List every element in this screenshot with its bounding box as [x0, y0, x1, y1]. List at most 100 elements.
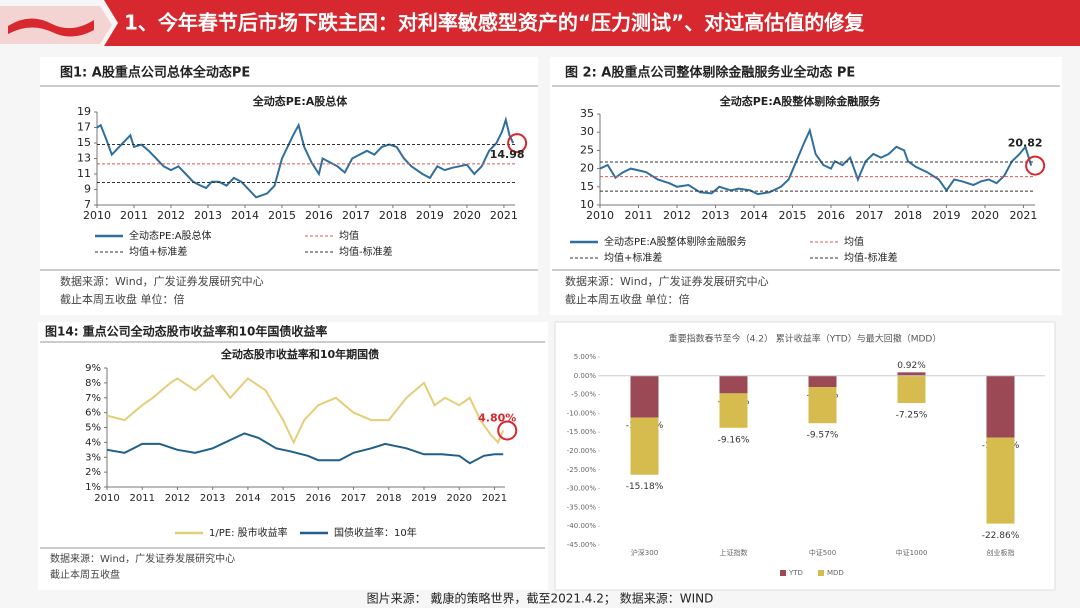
- header-band: [104, 0, 1080, 46]
- x-tick-label: 2015: [268, 209, 296, 222]
- header-title: 1、今年春节后市场下跌主因：对利率敏感型资产的“压力测试”、对过高估值的修复: [124, 11, 865, 35]
- y-tick-label: 9%: [85, 363, 101, 374]
- x-tick-label: 2012: [157, 209, 185, 222]
- x-tick-label: 2015: [270, 493, 295, 504]
- y-tick-label: 15: [580, 180, 594, 193]
- x-tick-label: 2020: [446, 493, 471, 504]
- x-tick-label: 2019: [932, 209, 960, 222]
- x-tick-label: 2016: [305, 209, 333, 222]
- source-note: 数据来源：Wind，广发证券发展研究中心: [50, 552, 235, 565]
- x-tick-label: 2017: [341, 493, 366, 504]
- data-label: -7.25%: [896, 411, 928, 421]
- x-tick-label: 2018: [894, 209, 922, 222]
- bar-segment: [719, 375, 748, 394]
- panel: [40, 57, 538, 315]
- header-logo-wave: [8, 18, 94, 37]
- x-tick-label: 2016: [306, 493, 331, 504]
- y-tick-label: -30.00%: [567, 485, 597, 493]
- data-label: -9.16%: [718, 435, 750, 445]
- x-tick-label: 2021: [482, 493, 507, 504]
- y-tick-label: 11: [77, 167, 91, 180]
- x-tick-label: 2018: [376, 493, 401, 504]
- bar-segment: [897, 375, 926, 404]
- y-tick-label: 10: [580, 198, 594, 211]
- bar-segment: [897, 372, 926, 376]
- highlight-circle: [1025, 155, 1046, 176]
- x-tick-label: 2011: [624, 209, 652, 222]
- annotation: 4.80%: [478, 411, 516, 424]
- y-tick-label: 13: [77, 152, 91, 165]
- y-tick-label: 5.00%: [574, 353, 597, 361]
- legend-label: 均值+标准差: [604, 251, 662, 264]
- x-tick-label: 2013: [200, 493, 225, 504]
- x-tick-label: 2019: [416, 209, 444, 222]
- y-tick-label: -15.00%: [567, 428, 597, 436]
- x-tick-label: 2020: [971, 209, 999, 222]
- y-tick-label: 17: [77, 121, 91, 134]
- highlight-circle: [507, 133, 528, 154]
- y-tick-label: 4%: [85, 437, 101, 448]
- source-note: 数据来源：Wind，广发证券发展研究中心: [565, 274, 769, 288]
- y-tick-label: 1%: [85, 482, 101, 493]
- figure-label: 图 2: A股重点公司整体剔除金融服务业全动态 PE: [565, 65, 855, 81]
- x-tick-label: 2010: [586, 209, 614, 222]
- header-logo: [0, 6, 112, 44]
- chart-title: 重要指数春节至今（4.2） 累计收益率（YTD）与最大回撤（MDD）: [669, 333, 942, 345]
- y-tick-label: -5.00%: [571, 391, 596, 399]
- chart-title: 全动态股市收益率和10年期国债: [220, 347, 379, 361]
- y-tick-label: -45.00%: [567, 541, 597, 549]
- legend-label: 均值: [339, 229, 359, 242]
- legend-label: YTD: [788, 569, 803, 577]
- legend-label: 全动态PE:A股整体剔除金融服务: [604, 235, 747, 248]
- x-tick-label: 2011: [120, 209, 148, 222]
- y-tick-label: -25.00%: [567, 466, 597, 474]
- x-tick-label: 2014: [235, 493, 260, 504]
- y-tick-label: 7: [84, 198, 91, 211]
- bar-segment: [986, 437, 1015, 524]
- figure-label: 图14: 重点公司全动态股市收益率和10年国债收益率: [45, 324, 327, 339]
- series-line: [599, 127, 1033, 196]
- y-tick-label: 30: [580, 125, 594, 138]
- y-tick-label: 5%: [85, 423, 101, 434]
- legend-swatch: [818, 570, 824, 576]
- x-tick-label: 创业板指: [987, 548, 1015, 557]
- x-tick-label: 2013: [194, 209, 222, 222]
- x-tick-label: 上证指数: [720, 548, 748, 557]
- x-tick-label: 2012: [663, 209, 691, 222]
- y-tick-label: -40.00%: [567, 522, 597, 530]
- x-tick-label: 2017: [342, 209, 370, 222]
- source-note: 数据来源：Wind，广发证券发展研究中心: [60, 274, 264, 288]
- x-tick-label: 2010: [94, 493, 119, 504]
- x-tick-label: 2018: [379, 209, 407, 222]
- panel: [550, 57, 1062, 315]
- x-tick-label: 2014: [231, 209, 259, 222]
- chart-title: 全动态PE:A股整体剔除金融服务: [719, 94, 881, 108]
- bar-segment: [808, 387, 837, 424]
- x-tick-label: 2012: [165, 493, 190, 504]
- y-tick-label: 25: [580, 143, 594, 156]
- y-tick-label: 15: [77, 136, 91, 149]
- highlight-circle: [497, 420, 518, 441]
- x-tick-label: 2011: [129, 493, 154, 504]
- y-tick-label: 6%: [85, 408, 101, 419]
- series-line: [106, 373, 505, 445]
- x-tick-label: 沪深300: [631, 548, 658, 557]
- y-tick-label: 19: [77, 105, 91, 118]
- series-line: [96, 116, 515, 199]
- legend-label: 1/PE: 股市收益率: [209, 526, 288, 539]
- y-tick-label: 2%: [85, 467, 101, 478]
- legend-label: 均值-标准差: [844, 251, 898, 264]
- annotation: 20.82: [1008, 137, 1043, 150]
- data-label: -9.57%: [807, 431, 839, 441]
- legend-label: 均值: [844, 235, 864, 248]
- footer-source: 图片来源： 戴康的策略世界，截至2021.4.2； 数据来源：WIND: [367, 591, 714, 606]
- legend-label: 国债收益率：10年: [334, 526, 417, 539]
- y-tick-label: 35: [580, 107, 594, 120]
- x-tick-label: 2021: [1009, 209, 1037, 222]
- annotation: 14.98: [490, 148, 525, 161]
- data-label: -22.86%: [982, 531, 1020, 541]
- bar-segment: [630, 417, 659, 475]
- y-tick-label: -10.00%: [567, 409, 597, 417]
- source-note: 截止本周五收盘 单位：倍: [565, 292, 690, 306]
- x-tick-label: 2019: [411, 493, 436, 504]
